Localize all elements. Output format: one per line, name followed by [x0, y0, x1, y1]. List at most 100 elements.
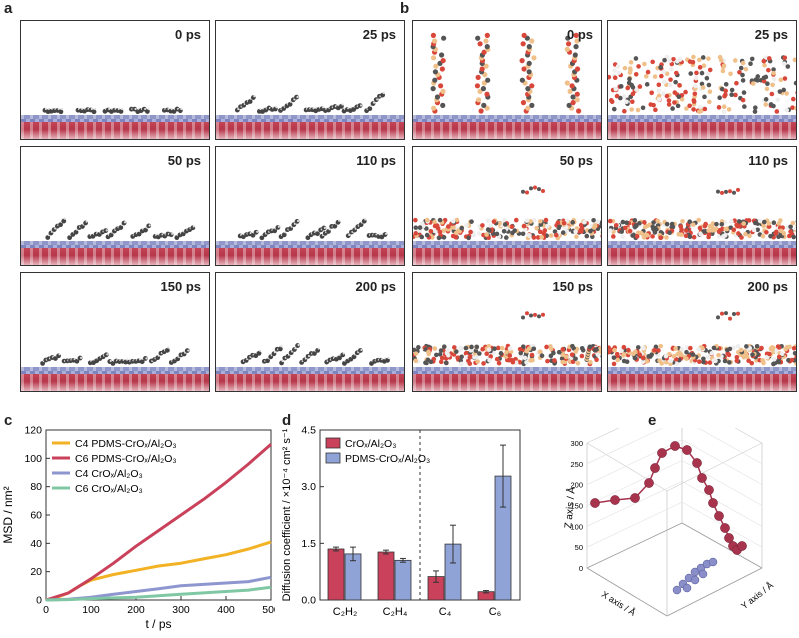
substrate-surface [608, 115, 796, 139]
trajectory-red-point [714, 511, 724, 521]
trajectory-red-point [737, 541, 747, 551]
substrate-surface [608, 241, 796, 265]
molecules-layer [430, 32, 582, 114]
snapshot-time-label: 200 ps [355, 279, 396, 294]
snapshot-b-4: 150 ps [412, 272, 602, 392]
snapshot-b-5: 200 ps [607, 272, 797, 392]
chart-e-ztick-label: 0 [579, 564, 583, 573]
snapshot-time-label: 110 ps [748, 153, 788, 168]
panel-letter-d: d [282, 412, 292, 429]
trajectory-red-point [650, 463, 660, 473]
chart-d-ytick-label: 0.0 [301, 595, 316, 607]
chart-c-xtick-label: 100 [82, 604, 100, 616]
molecules-layer [608, 311, 796, 367]
chart-c-xtick-label: 500 [262, 604, 275, 616]
chart-c-ytick-label: 0 [36, 595, 42, 607]
chart-d-category-label: C₄ [439, 606, 452, 618]
chart-d-legend-label: CrOₓ/Al₂O₃ [345, 438, 396, 450]
chart-d-legend-label: PDMS-CrOₓ/Al₂O₃ [345, 453, 430, 465]
snapshot-a-0: 0 ps [20, 20, 210, 140]
chart-c-ytick-label: 100 [24, 453, 42, 465]
molecules-layer [42, 106, 183, 115]
trajectory-blue-point [682, 583, 692, 593]
chart-d-bar [327, 548, 345, 601]
chart-d-ytick-label: 1.5 [301, 538, 316, 550]
molecules-layer [234, 91, 386, 114]
chart-c-ylabel: MSD / nm² [1, 486, 15, 543]
chart-c-series-line-1 [45, 443, 272, 602]
chart-c-legend-label: C6 PDMS-CrOₓ/Al₂O₃ [75, 453, 177, 465]
chart-d-legend-swatch [325, 437, 341, 449]
chart-d-error-bar [500, 444, 506, 508]
molecules-layer [413, 311, 601, 367]
snapshot-time-label: 150 ps [160, 279, 201, 294]
chart-d-error-bar [450, 524, 456, 564]
substrate-surface [608, 367, 796, 391]
substrate-surface [413, 115, 601, 139]
snapshot-time-label: 200 ps [747, 279, 788, 294]
trajectory-blue-point [698, 569, 708, 579]
chart-e-ztick-label: 300 [570, 439, 583, 448]
snapshot-time-label: 0 ps [566, 27, 593, 42]
trajectory-red-point [704, 485, 714, 495]
snapshot-b-2: 50 ps [412, 146, 602, 266]
trajectory-red-point [657, 448, 667, 458]
snapshot-b-3: 110 ps [607, 146, 797, 266]
molecules-layer [413, 185, 601, 241]
chart-c-legend-label: C4 PDMS-CrOₓ/Al₂O₃ [75, 438, 177, 450]
chart-d-ylabel: Diffusion coefficient / ×10⁻⁴ cm² s⁻¹ [281, 428, 293, 601]
chart-d-error-bar [400, 557, 406, 563]
chart-d-bar [394, 559, 412, 601]
snapshot-a-2: 50 ps [20, 146, 210, 266]
molecules-layer [608, 187, 796, 241]
panel-letter-e: e [648, 412, 657, 429]
chart-c-ytick-label: 120 [24, 425, 42, 437]
substrate-surface [21, 241, 209, 265]
trajectory-blue-point [672, 585, 682, 595]
chart-e-ztick-label: 200 [570, 481, 583, 490]
molecules-layer [40, 346, 190, 366]
chart-c-xtick-label: 400 [217, 604, 235, 616]
panel-letter-a: a [4, 0, 13, 17]
snapshot-time-label: 0 ps [174, 27, 201, 42]
trajectory-red-point [697, 473, 707, 483]
chart-e-ztick-label: 150 [570, 502, 583, 511]
substrate-surface [216, 115, 404, 139]
snapshot-time-label: 150 ps [552, 279, 593, 294]
chart-c-ytick-label: 20 [30, 566, 42, 578]
snapshot-time-label: 50 ps [559, 153, 593, 168]
snapshot-time-label: 110 ps [356, 153, 396, 168]
substrate-surface [21, 115, 209, 139]
substrate-surface [21, 367, 209, 391]
chart-d-ytick-label: 3.0 [301, 481, 316, 493]
trajectory-3d-plot: 0 50 100 150 200 250 300 Z axis / Å X axis / Å… [561, 428, 775, 618]
trajectory-red-point [610, 495, 620, 505]
trajectory-blue-point [690, 575, 700, 585]
chart-d-error-bar [433, 570, 439, 583]
substrate-surface [216, 241, 404, 265]
panel-letter-b: b [400, 0, 410, 17]
substrate-surface [413, 367, 601, 391]
snapshot-time-label: 25 ps [754, 27, 788, 42]
molecules-layer [608, 54, 796, 115]
msd-line-chart: 0 100 200 300 400 500 0 20 40 60 80 100 120 C4 PDMS-… [1, 425, 275, 632]
snapshot-b-0: 0 ps [412, 20, 602, 140]
chart-c-ytick-label: 40 [30, 538, 42, 550]
chart-e-ylabel: Y axis / Å [739, 580, 775, 611]
trajectory-red-point [630, 493, 640, 503]
chart-c-xtick-label: 200 [127, 604, 145, 616]
chart-d-error-bar [483, 590, 489, 594]
chart-c-xtick-label: 300 [172, 604, 190, 616]
molecules-layer [240, 343, 390, 366]
snapshot-a-5: 200 ps [215, 272, 405, 392]
trajectory-red-point [644, 478, 654, 488]
chart-d-error-bar [333, 546, 339, 552]
trajectory-red-point [682, 445, 692, 455]
molecules-layer [45, 217, 196, 241]
chart-d-legend-swatch [325, 452, 341, 464]
chart-d-error-bar [350, 546, 356, 562]
trajectory-red-point [724, 533, 734, 543]
chart-d-category-label: C₆ [489, 606, 501, 618]
chart-d-error-bar [383, 549, 389, 555]
chart-d-category-label: C₂H₄ [383, 606, 408, 618]
